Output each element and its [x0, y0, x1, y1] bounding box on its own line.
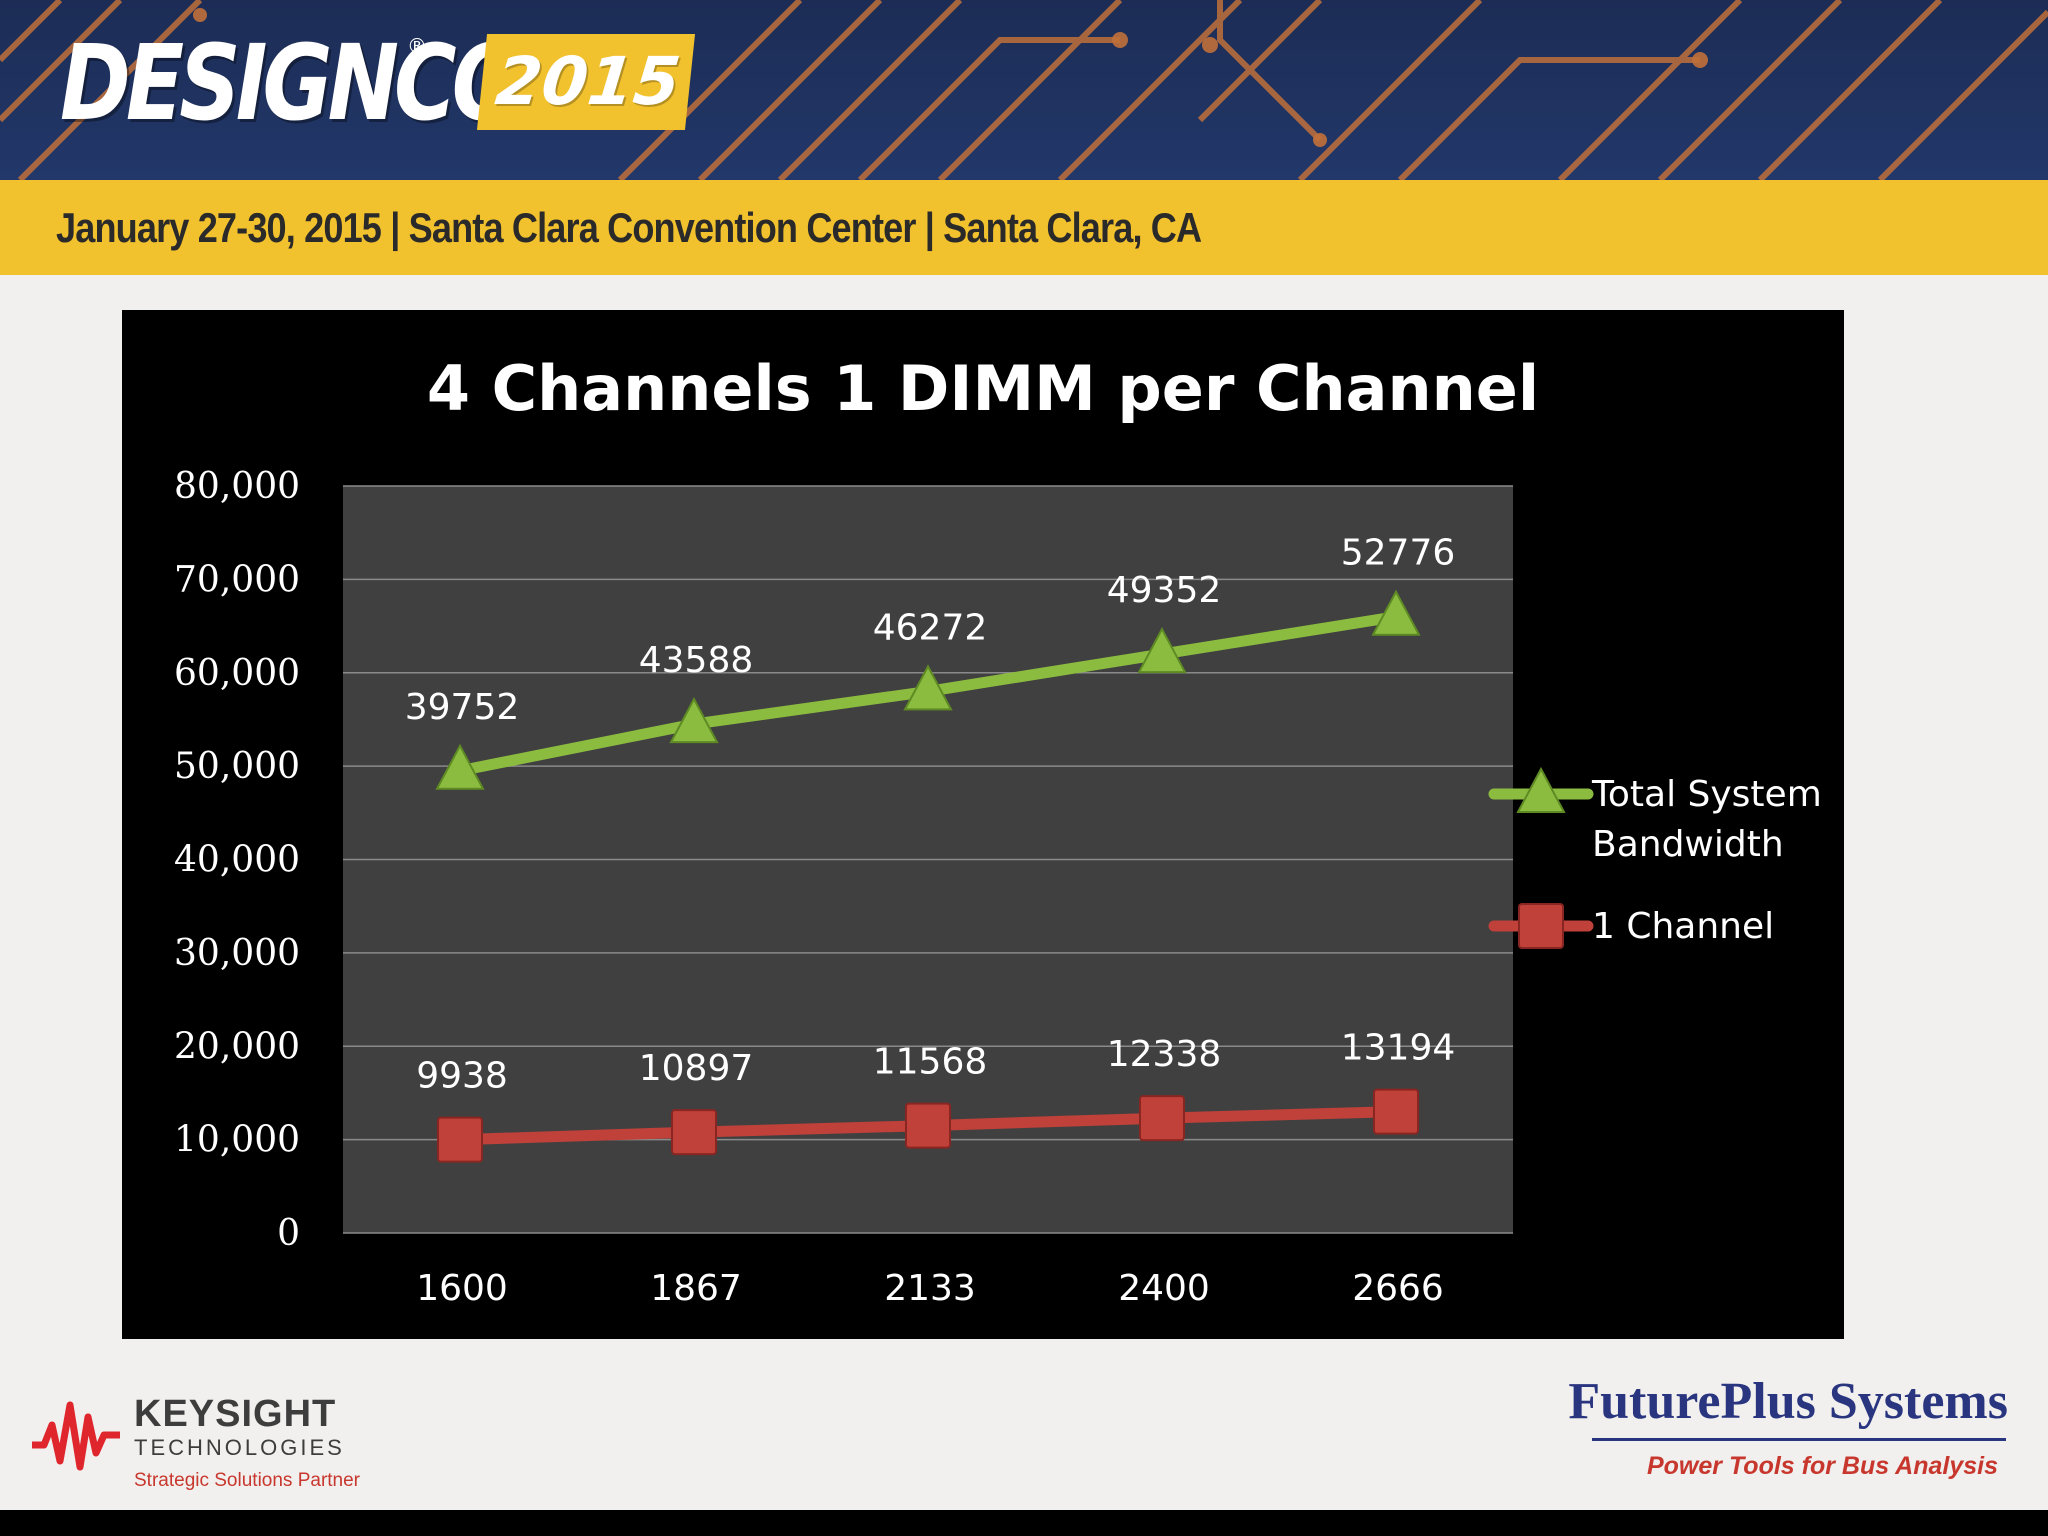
legend-triangle-icon — [1516, 766, 1566, 813]
data-point-triangle — [435, 743, 485, 790]
y-tick-label: 50,000 — [174, 746, 300, 787]
x-tick-label: 1600 — [416, 1268, 508, 1309]
keysight-name: KEYSIGHT — [134, 1393, 337, 1435]
legend-square-icon — [1518, 903, 1564, 949]
futureplus-tagline: Power Tools for Bus Analysis — [1646, 1452, 1998, 1480]
data-label: 12338 — [1107, 1034, 1222, 1075]
data-label: 9938 — [416, 1056, 508, 1097]
y-tick-label: 70,000 — [174, 559, 300, 600]
bottom-strip — [0, 1510, 2048, 1536]
data-label: 52776 — [1341, 533, 1456, 574]
x-tick-label: 2133 — [884, 1268, 976, 1309]
x-tick-label: 1867 — [650, 1268, 742, 1309]
keysight-partner-text: Strategic Solutions Partner — [134, 1470, 361, 1491]
data-point-triangle — [1137, 626, 1187, 674]
logo-registered-mark: ® — [407, 34, 427, 58]
event-info-bar: January 27-30, 2015 | Santa Clara Conven… — [0, 180, 2048, 275]
y-tick-label: 20,000 — [174, 1026, 300, 1067]
logo-year: 2015 — [476, 34, 695, 130]
y-tick-label: 40,000 — [174, 840, 300, 881]
data-point-square — [437, 1116, 483, 1163]
data-label: 46272 — [873, 607, 988, 648]
data-label: 43588 — [639, 640, 754, 681]
futureplus-logo: FuturePlus Systems Power Tools for Bus A… — [1500, 1372, 2020, 1492]
data-point-triangle — [1371, 589, 1421, 636]
y-tick-label: 10,000 — [174, 1120, 300, 1161]
y-tick-label: 30,000 — [174, 933, 300, 974]
data-point-square — [671, 1109, 717, 1156]
keysight-wave-icon — [32, 1401, 120, 1471]
data-label: 49352 — [1107, 570, 1222, 611]
data-point-triangle — [669, 696, 719, 744]
y-tick-label: 0 — [277, 1213, 300, 1254]
data-label: 10897 — [639, 1048, 754, 1089]
chart-panel: 4 Channels 1 DIMM per Channel 0 10,000 20,… — [122, 310, 1844, 1339]
keysight-subtitle: TECHNOLOGIES — [134, 1435, 345, 1460]
x-tick-label: 2400 — [1118, 1268, 1210, 1309]
x-tick-label: 2666 — [1352, 1268, 1444, 1309]
data-point-square — [1139, 1095, 1185, 1142]
futureplus-underline — [1592, 1438, 2006, 1441]
y-tick-label: 60,000 — [174, 653, 300, 694]
line-chart: 4 Channels 1 DIMM per Channel 0 10,000 20,… — [174, 352, 1822, 1309]
header-banner: DESIGNCON ® 2015 — [0, 0, 2048, 180]
data-label: 39752 — [405, 687, 520, 728]
legend-entry: 1 Channel — [1488, 903, 1774, 949]
event-info-text: January 27-30, 2015 | Santa Clara Conven… — [56, 204, 1202, 251]
data-point-triangle — [903, 664, 953, 711]
y-tick-label: 80,000 — [174, 466, 300, 507]
legend-entry: Total System Bandwidth — [1488, 766, 1822, 865]
data-point-square — [905, 1102, 951, 1149]
legend-label: Total System Bandwidth — [1591, 774, 1822, 865]
data-label: 13194 — [1341, 1028, 1456, 1069]
data-label: 11568 — [873, 1042, 988, 1083]
keysight-logo: KEYSIGHT TECHNOLOGIES Strategic Solution… — [30, 1385, 390, 1505]
legend-label: 1 Channel — [1592, 906, 1774, 947]
chart-title: 4 Channels 1 DIMM per Channel — [427, 352, 1539, 425]
futureplus-name: FuturePlus Systems — [1568, 1373, 2008, 1430]
data-point-square — [1373, 1088, 1419, 1135]
circuit-pattern — [0, 0, 2048, 180]
